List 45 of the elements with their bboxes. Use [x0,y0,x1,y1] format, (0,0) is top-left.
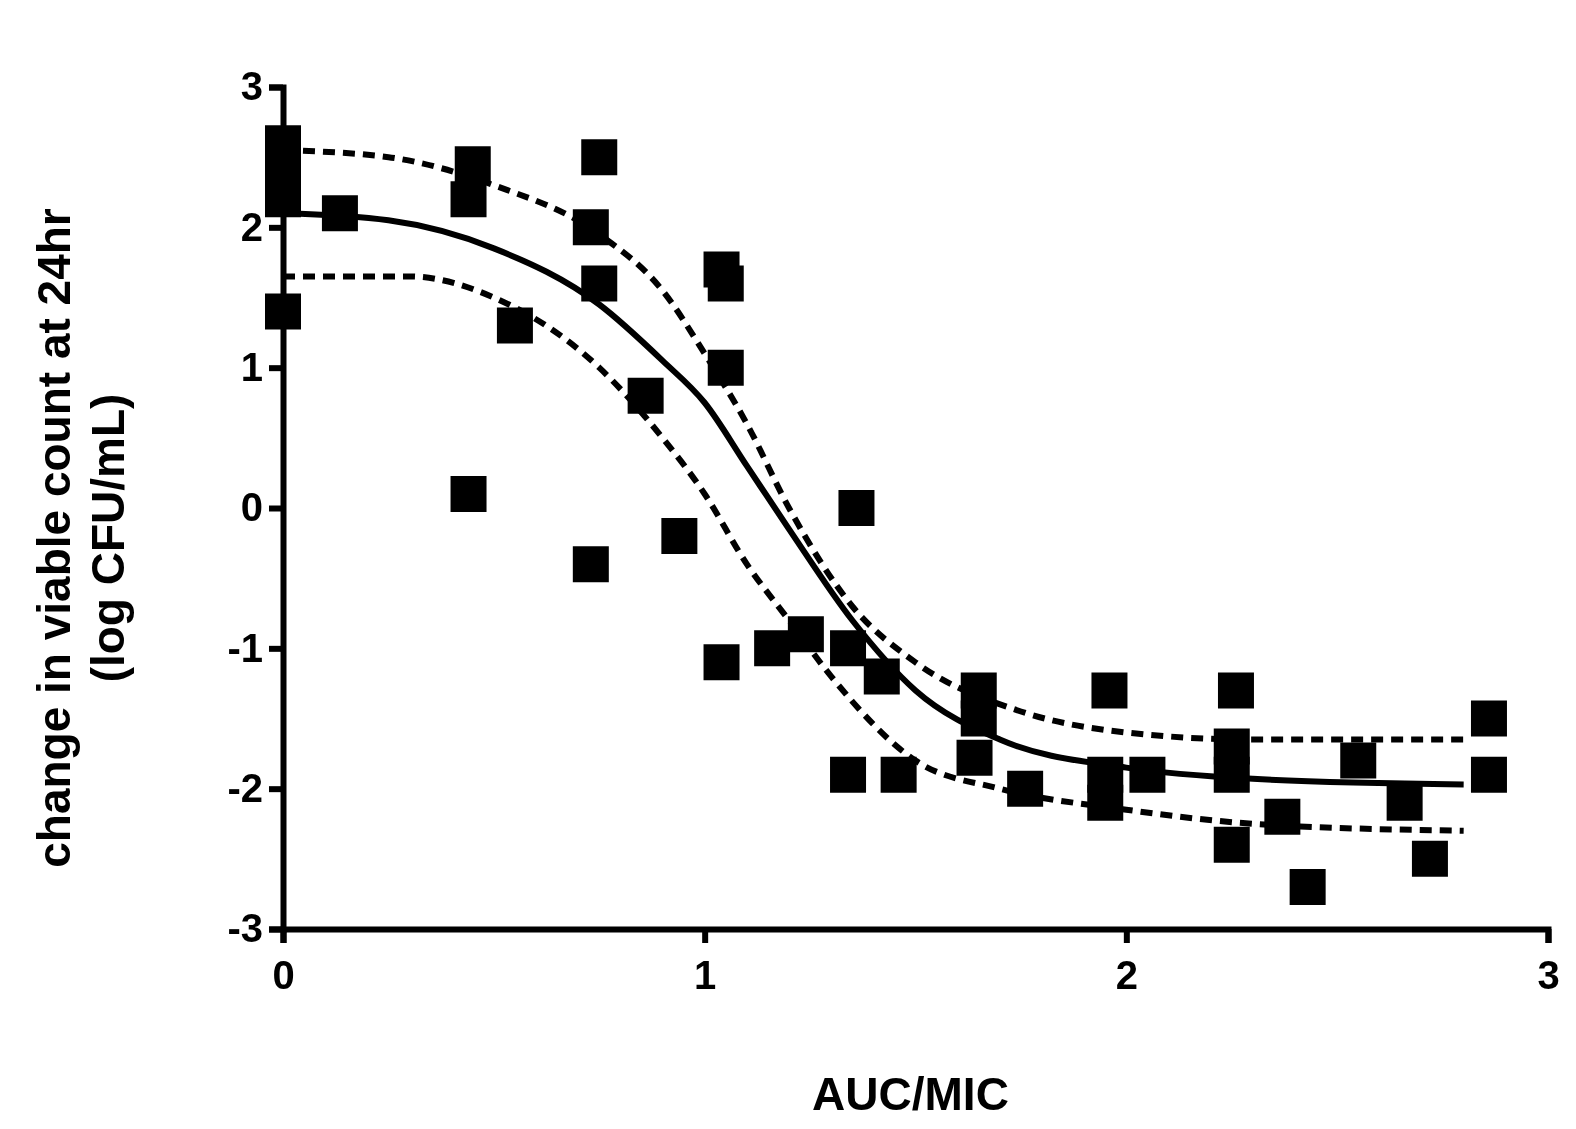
point [1340,742,1377,779]
point [830,756,867,793]
y-tick-label: -1 [227,625,263,670]
point [450,475,487,512]
point [707,349,744,386]
point [454,146,491,183]
point [1007,770,1044,807]
point [627,377,664,414]
point [1470,756,1507,793]
point [1217,672,1254,709]
point [1213,826,1250,863]
point [838,490,875,526]
point [496,307,533,344]
y-tick-label: 0 [240,485,263,530]
point [956,739,993,776]
point [1087,784,1124,821]
point [703,644,740,681]
point [581,265,618,302]
point [880,756,917,793]
y-tick-label: 3 [240,64,263,109]
x-tick-label: 3 [1537,953,1560,998]
point [1411,840,1448,877]
point [1289,868,1326,905]
point [581,139,618,176]
point [1470,700,1507,737]
point [265,125,301,162]
point [1091,672,1128,709]
y-tick-label: 1 [240,344,263,389]
y-axis-title: change in viable count at 24hr (log CFU/mL) [28,208,134,868]
point [661,518,698,555]
point [265,293,301,330]
point [1264,798,1301,835]
x-tick-label: 1 [694,953,717,998]
point [830,630,867,667]
point [572,546,609,583]
point [450,181,487,218]
point [754,630,791,667]
point [707,265,744,302]
y-tick-label: -3 [227,906,263,951]
point [1386,784,1423,821]
x-axis-title: AUC/MIC [812,1068,1009,1120]
y-tick-label: 2 [240,204,263,249]
y-tick-label: -2 [227,765,263,810]
x-tick-label: 2 [1115,953,1138,998]
x-tick-label: 0 [272,953,295,998]
